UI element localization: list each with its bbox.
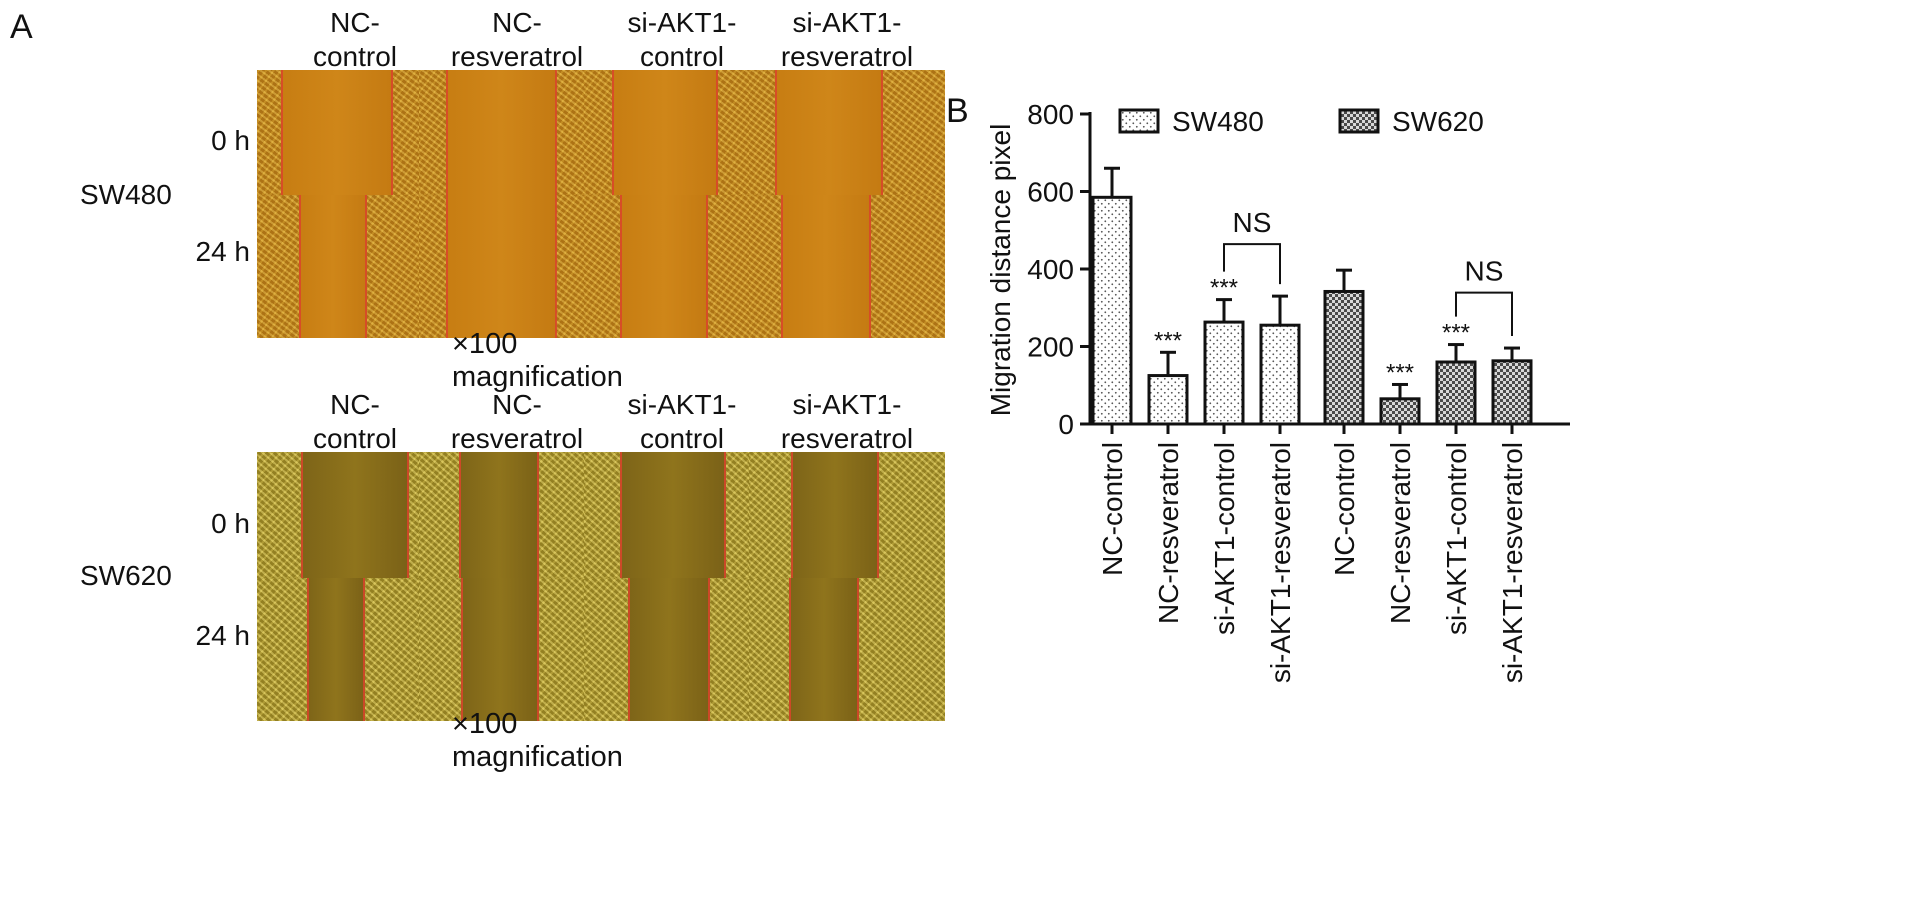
column-header-line1: si-AKT1- (792, 7, 902, 38)
column-header-line2: resveratrol (780, 423, 914, 454)
bar (1203, 320, 1245, 426)
column-header-line1: si-AKT1- (627, 7, 737, 38)
micrograph-tile (419, 70, 615, 213)
micrograph-tile (419, 195, 615, 338)
significance-label: *** (1210, 275, 1238, 302)
column-header-line2: resveratrol (450, 423, 584, 454)
column-header: si-AKT1- control (584, 388, 780, 456)
x-tick-label: NC-control (1329, 442, 1360, 576)
row-label-24h: 24 h (195, 620, 251, 651)
bar (1435, 360, 1477, 426)
legend-swatch (1118, 108, 1160, 134)
migration-bar-chart: 0 200 400 600 800 NC-control NC-resveratrol **… (985, 99, 1570, 683)
significance-label: *** (1386, 359, 1414, 386)
column-header-line1: NC- (492, 7, 542, 38)
micrograph-tile (749, 195, 945, 338)
column-header: si-AKT1- resveratrol (749, 388, 945, 456)
micrograph-tile (419, 452, 615, 595)
comparison-bracket (1223, 243, 1281, 285)
column-header: NC- resveratrol (419, 388, 615, 456)
column-header: si-AKT1- control (584, 6, 780, 74)
x-tick-label: si-AKT1-control (1441, 442, 1472, 635)
legend-swatch (1338, 108, 1380, 134)
y-tick-label: 0 (1058, 409, 1074, 440)
column-header-line2: control (312, 41, 398, 72)
column-header: NC- resveratrol (419, 6, 615, 74)
magnification-caption: ×100 magnification (452, 328, 623, 393)
x-tick-label: NC-control (1097, 442, 1128, 576)
bar (1379, 397, 1421, 426)
column-header-line1: si-AKT1- (627, 389, 737, 420)
row-label-24h: 24 h (195, 236, 251, 267)
comparison-label: NS (1233, 207, 1272, 238)
bar (1259, 323, 1301, 426)
column-header-line2: control (312, 423, 398, 454)
bar (1147, 374, 1189, 426)
cell-line-label-sw480: SW480 (80, 179, 172, 210)
column-header: NC- control (257, 388, 453, 456)
comparison-bracket (1455, 291, 1513, 337)
bar (1491, 359, 1533, 426)
column-header-line2: control (639, 423, 725, 454)
column-header-line2: resveratrol (450, 41, 584, 72)
magnification-caption: ×100 magnification (452, 708, 623, 773)
row-label-0h: 0 h (211, 508, 250, 539)
micrograph-tile (584, 70, 780, 213)
column-header-line1: NC- (330, 7, 380, 38)
micrograph-tile (419, 578, 615, 721)
y-tick-label: 800 (1027, 99, 1074, 130)
micrograph-tile (584, 452, 780, 595)
micrograph-tile (749, 70, 945, 213)
significance-label: *** (1154, 327, 1182, 354)
x-tick-label: NC-resveratrol (1153, 442, 1184, 624)
micrograph-tile (749, 578, 945, 721)
column-header-line2: control (639, 41, 725, 72)
micrograph-tile (584, 195, 780, 338)
x-tick-label: si-AKT1-resveratrol (1265, 442, 1296, 683)
y-axis-label: Migration distance pixel (985, 124, 1016, 417)
row-label-0h: 0 h (211, 125, 250, 156)
bar (1323, 289, 1365, 426)
column-header-line2: resveratrol (780, 41, 914, 72)
y-tick-label: 600 (1027, 177, 1074, 208)
y-tick-label: 200 (1027, 332, 1074, 363)
y-tick-label: 400 (1027, 254, 1074, 285)
x-tick-label: si-AKT1-resveratrol (1497, 442, 1528, 683)
legend-label: SW480 (1172, 106, 1264, 137)
significance-label: *** (1442, 320, 1470, 347)
x-tick-label: si-AKT1-control (1209, 442, 1240, 635)
legend-label: SW620 (1392, 106, 1484, 137)
column-header: NC- control (257, 6, 453, 74)
column-header-line1: si-AKT1- (792, 389, 902, 420)
column-header: si-AKT1- resveratrol (749, 6, 945, 74)
column-header-line1: NC- (330, 389, 380, 420)
panel-b-label: B (946, 92, 969, 130)
x-tick-label: NC-resveratrol (1385, 442, 1416, 624)
column-header-line1: NC- (492, 389, 542, 420)
cell-line-label-sw620: SW620 (80, 560, 172, 591)
panel-a-label: A (10, 8, 33, 46)
comparison-label: NS (1465, 256, 1504, 287)
micrograph-tile (584, 578, 780, 721)
micrograph-tile (749, 452, 945, 595)
bar (1091, 195, 1133, 426)
